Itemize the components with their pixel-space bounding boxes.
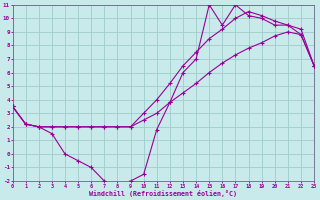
X-axis label: Windchill (Refroidissement éolien,°C): Windchill (Refroidissement éolien,°C) bbox=[89, 190, 237, 197]
